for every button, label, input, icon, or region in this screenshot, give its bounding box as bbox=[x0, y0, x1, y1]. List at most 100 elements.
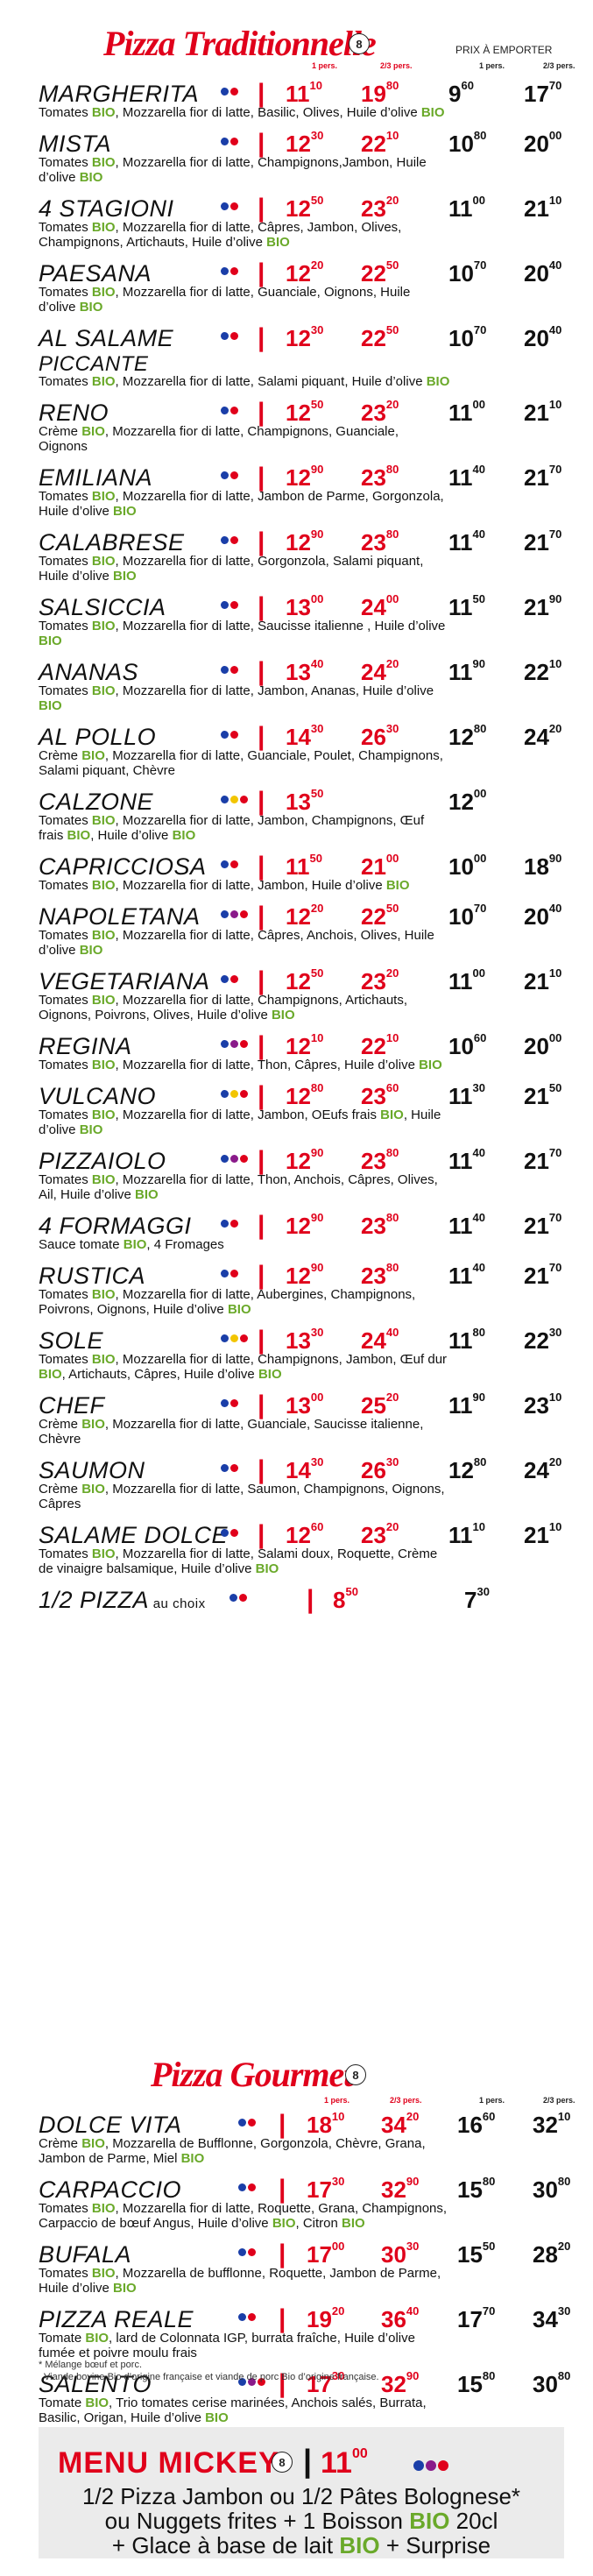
price-go-1-cents: 90 bbox=[472, 1391, 485, 1404]
bio-label: BIO bbox=[91, 928, 116, 943]
price-go-1-cents: 00 bbox=[473, 787, 487, 800]
bio-label: BIO bbox=[123, 1237, 147, 1252]
price-dine-1: 1810 bbox=[307, 2110, 344, 2139]
allergen-dot bbox=[230, 1155, 238, 1163]
allergen-dot bbox=[230, 666, 238, 674]
item-name-line: MARGHERITA bbox=[39, 81, 200, 107]
price-go-1: 1070 bbox=[448, 902, 486, 931]
item-name: DOLCE VITA bbox=[39, 2112, 182, 2139]
price-dine-1: 1300 bbox=[286, 592, 323, 621]
allergen-dot bbox=[230, 536, 238, 544]
menu-item: SAUMON | 1430 2630 1280 2420 Crème BIO, Mozzar… bbox=[0, 1452, 593, 1511]
allergen-dots bbox=[221, 1220, 238, 1228]
menu-item-header: MISTA | 1230 2210 1080 2000 bbox=[0, 125, 593, 158]
bio-label: BIO bbox=[85, 2396, 109, 2410]
allergen-dot bbox=[230, 860, 238, 868]
price-dine-1: 1230 bbox=[286, 129, 323, 158]
menu-item-header: CHEF | 1300 2520 1190 2310 bbox=[0, 1387, 593, 1419]
menu-item-header: PAESANA | 1220 2250 1070 2040 bbox=[0, 255, 593, 287]
price-go-23-cents: 70 bbox=[548, 1261, 562, 1274]
item-name: CARPACCIO bbox=[39, 2176, 181, 2204]
price-go-23-cents: 10 bbox=[548, 1391, 562, 1404]
price-go-23-cents: 70 bbox=[548, 1146, 562, 1159]
price-dine-1: 1920 bbox=[307, 2304, 345, 2333]
price-separator: | bbox=[258, 722, 265, 751]
bio-label: BIO bbox=[39, 633, 62, 648]
item-name: CALZONE bbox=[39, 789, 153, 816]
menu-item: PAESANA | 1220 2250 1070 2040 Tomates BIO, Moz… bbox=[0, 255, 593, 315]
item-name-line: CALZONE bbox=[39, 789, 154, 815]
menu-item: PIZZA REALE | 1920 3640 1770 3430 Tomate BIO, … bbox=[0, 2301, 593, 2360]
price-go-1-whole: 11 bbox=[448, 1263, 473, 1289]
price-separator: | bbox=[279, 2304, 286, 2333]
price-go-23-cents: 10 bbox=[548, 398, 562, 411]
price-dine-23: 2400 bbox=[361, 592, 399, 621]
price-dine-1: 1290 bbox=[286, 527, 323, 556]
price-dine-23-cents: 20 bbox=[385, 398, 399, 411]
description-text: Tomates bbox=[39, 619, 92, 633]
col-head-go-23: 2/3 pers. bbox=[543, 61, 575, 70]
item-name-line: SALENTO bbox=[39, 2371, 152, 2397]
description-text: Tomates bbox=[39, 993, 92, 1008]
item-name: CHEF bbox=[39, 1392, 105, 1419]
price-go-23-whole: 21 bbox=[524, 968, 549, 994]
price-separator: | bbox=[258, 592, 265, 621]
menu-item: 4 STAGIONI | 1250 2320 1100 2110 Tomates BIO, … bbox=[0, 190, 593, 250]
menu-item-header: AL POLLO | 1430 2630 1280 2420 bbox=[0, 718, 593, 751]
item-name: 1/2 PIZZA au choix bbox=[39, 1587, 206, 1614]
allergen-dots bbox=[238, 2313, 256, 2321]
item-description: Tomates BIO, Mozzarella fior di latte, C… bbox=[39, 928, 450, 958]
price-dine-1-whole: 12 bbox=[286, 400, 311, 426]
bio-label: BIO bbox=[258, 1367, 282, 1382]
price-dine-1-cents: 00 bbox=[310, 1391, 324, 1404]
price-go-23-cents: 30 bbox=[557, 2304, 571, 2318]
bio-label: BIO bbox=[91, 220, 116, 235]
item-description: Tomates BIO, Mozzarella fior di latte, A… bbox=[39, 1287, 450, 1317]
allergen-dots bbox=[221, 1090, 248, 1098]
price-dine-23: 2100 bbox=[361, 852, 399, 881]
price-go-1-whole: 7 bbox=[464, 1587, 477, 1613]
traditional-header: Pizza Traditionnelle 8 Prix à emporter 1… bbox=[0, 18, 593, 70]
price-go-23-whole: 32 bbox=[533, 2112, 558, 2138]
price-separator: | bbox=[279, 2110, 286, 2139]
description-text: , Mozzarella fior di latte, Guanciale, S… bbox=[39, 1417, 424, 1447]
item-name: VULCANO bbox=[39, 1083, 156, 1110]
price-dine-1-cents: 50 bbox=[310, 398, 324, 411]
price-dine-23-cents: 30 bbox=[406, 2240, 420, 2253]
price-separator: | bbox=[258, 1146, 265, 1175]
price-dine-23-whole: 23 bbox=[361, 968, 386, 994]
price-dine-1-whole: 14 bbox=[286, 1457, 311, 1483]
allergen-dot bbox=[240, 1334, 248, 1342]
price-go-23-cents: 00 bbox=[548, 129, 562, 142]
allergen-dot bbox=[229, 1594, 237, 1602]
price-separator: | bbox=[279, 2369, 286, 2398]
bio-label: BIO bbox=[91, 2266, 116, 2281]
menu-item: CALZONE | 1350 1200 Tomates BIO, Mozzarella … bbox=[0, 783, 593, 843]
allergen-dot bbox=[238, 2183, 246, 2191]
price-go-23-cents: 20 bbox=[548, 1455, 562, 1468]
price-dine-1-cents: 20 bbox=[331, 2304, 345, 2318]
menu-item-header: MARGHERITA | 1110 1980 960 1770 bbox=[0, 75, 593, 108]
item-description: Tomates BIO, Mozzarella fior di latte, J… bbox=[39, 878, 450, 893]
bio-label: BIO bbox=[81, 1417, 105, 1432]
price-go-1-cents: 30 bbox=[472, 1081, 485, 1094]
price-go-1: 730 bbox=[464, 1585, 490, 1614]
price-separator: | bbox=[279, 2175, 286, 2204]
description-text: , Mozzarella fior di latte, Jambon, Cham… bbox=[39, 813, 425, 843]
menu-item-header: AL SALAME PICCANTE | 1230 2250 1070 2040 bbox=[0, 320, 593, 376]
price-dine-23-cents: 50 bbox=[385, 323, 399, 336]
price-dine-1-cents: 50 bbox=[309, 852, 322, 865]
bio-label: BIO bbox=[91, 993, 116, 1008]
description-text: Tomates bbox=[39, 1172, 92, 1187]
description-text: , Mozzarella fior di latte, Guanciale, P… bbox=[39, 748, 443, 778]
menu-item: CAPRICCIOSA | 1150 2100 1000 1890 Tomates BIO,… bbox=[0, 848, 593, 893]
price-go-23-cents: 10 bbox=[557, 2110, 571, 2123]
menu-item-header: EMILIANA | 1290 2380 1140 2170 bbox=[0, 459, 593, 492]
description-text: Tomates bbox=[39, 928, 92, 943]
description-text: , Mozzarella de bufflonne, Roquette, Jam… bbox=[39, 2266, 441, 2296]
price-go-1-whole: 11 bbox=[448, 529, 473, 556]
allergen-dot bbox=[221, 267, 229, 275]
item-name-line: CAPRICCIOSA bbox=[39, 853, 207, 880]
allergen-dot bbox=[221, 601, 229, 609]
description-text: Tomates bbox=[39, 878, 92, 893]
